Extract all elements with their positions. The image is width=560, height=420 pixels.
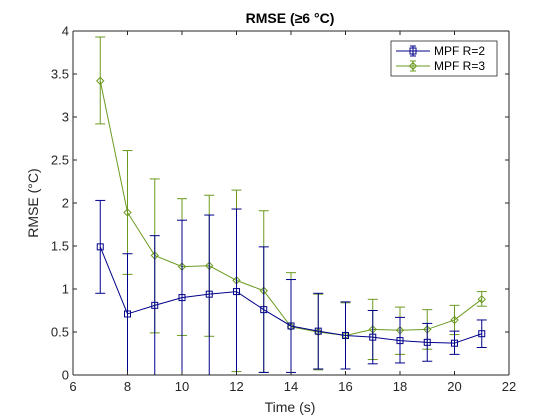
x-tick-label: 12 [229, 379, 243, 394]
data-point [450, 315, 459, 325]
y-ticks: 0 0.5 1 1.5 2 2.5 3 3.5 4 [51, 24, 509, 383]
legend-label: MPF R=2 [434, 44, 485, 58]
legend-marker [408, 61, 418, 71]
data-point [178, 294, 186, 302]
data-point [287, 322, 295, 330]
y-tick-label: 3 [62, 110, 69, 125]
data-point [96, 76, 105, 86]
series-line [99, 246, 482, 344]
x-tick-label: 22 [502, 379, 516, 394]
data-point [124, 310, 131, 318]
x-tick-label: 10 [175, 379, 189, 394]
x-tick-label: 14 [284, 379, 298, 394]
y-tick-label: 3.5 [51, 67, 69, 82]
data-point [396, 337, 404, 345]
y-tick-label: 2 [62, 196, 69, 211]
data-point [96, 243, 104, 251]
y-tick-label: 0 [62, 368, 69, 383]
y-tick-label: 2.5 [51, 153, 69, 168]
y-tick-label: 0.5 [51, 325, 69, 340]
x-tick-label: 6 [69, 379, 76, 394]
y-tick-label: 1 [62, 282, 69, 297]
data-point [233, 288, 240, 296]
legend-box [390, 40, 498, 77]
y-tick-label: 1.5 [51, 239, 69, 254]
data-point [369, 333, 377, 341]
data-point [151, 301, 159, 309]
legend-label: MPF R=3 [434, 59, 485, 73]
series-layer [95, 36, 487, 376]
x-tick-label: 20 [447, 379, 461, 394]
x-ticks: 6 8 10 12 14 16 18 20 22 [69, 31, 516, 394]
legend-marker [409, 47, 417, 55]
x-axis-label: Time (s) [265, 399, 316, 415]
data-point [342, 331, 349, 339]
data-point [205, 290, 213, 298]
data-point [314, 327, 322, 335]
data-point [260, 306, 268, 314]
legend-entry: MPF R=2 [396, 44, 485, 58]
x-tick-label: 8 [124, 379, 131, 394]
data-point [423, 338, 431, 346]
legend-entry: MPF R=3 [396, 59, 485, 73]
x-tick-label: 16 [338, 379, 352, 394]
y-axis-label: RMSE (°C) [25, 168, 41, 237]
x-tick-label: 18 [393, 379, 407, 394]
y-tick-label: 4 [62, 24, 69, 39]
data-point [477, 295, 486, 304]
data-point [478, 330, 486, 338]
data-point [123, 208, 132, 217]
chart-title: RMSE (≥6 °C) [246, 10, 335, 26]
data-point [451, 339, 458, 347]
